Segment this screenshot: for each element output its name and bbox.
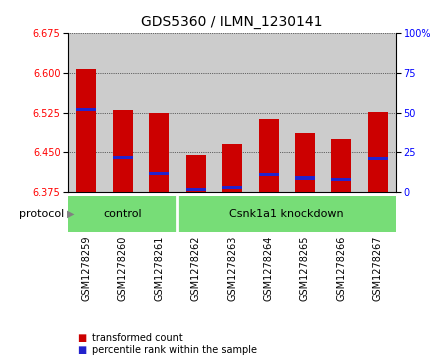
- Bar: [295, 133, 315, 192]
- Bar: [68, 33, 105, 192]
- Bar: [214, 33, 250, 192]
- Text: control: control: [103, 209, 142, 219]
- Bar: [295, 176, 315, 180]
- Text: GSM1278265: GSM1278265: [300, 235, 310, 301]
- Bar: [323, 33, 359, 192]
- Bar: [287, 33, 323, 192]
- Bar: [77, 69, 96, 192]
- Text: ▶: ▶: [67, 209, 75, 219]
- Text: protocol: protocol: [18, 209, 64, 219]
- Text: transformed count: transformed count: [92, 333, 183, 343]
- Text: GSM1278263: GSM1278263: [227, 235, 237, 301]
- Bar: [222, 186, 242, 189]
- Bar: [177, 196, 396, 232]
- Bar: [186, 188, 205, 191]
- Text: GSM1278266: GSM1278266: [336, 235, 346, 301]
- Bar: [250, 33, 287, 192]
- Text: GSM1278262: GSM1278262: [191, 235, 201, 301]
- Bar: [77, 108, 96, 111]
- Bar: [259, 119, 279, 192]
- Bar: [149, 172, 169, 175]
- Bar: [141, 33, 177, 192]
- Text: ■: ■: [77, 333, 86, 343]
- Bar: [222, 144, 242, 192]
- Text: Csnk1a1 knockdown: Csnk1a1 knockdown: [229, 209, 344, 219]
- Text: GSM1278260: GSM1278260: [118, 235, 128, 301]
- Text: percentile rank within the sample: percentile rank within the sample: [92, 345, 257, 355]
- Text: GSM1278267: GSM1278267: [373, 235, 383, 301]
- Bar: [259, 173, 279, 176]
- Bar: [186, 155, 205, 192]
- Bar: [68, 196, 177, 232]
- Bar: [113, 156, 133, 159]
- Text: ■: ■: [77, 345, 86, 355]
- Text: GSM1278259: GSM1278259: [81, 235, 92, 301]
- Bar: [359, 33, 396, 192]
- Bar: [331, 139, 352, 192]
- Text: GSM1278264: GSM1278264: [264, 235, 274, 301]
- Title: GDS5360 / ILMN_1230141: GDS5360 / ILMN_1230141: [141, 15, 323, 29]
- Bar: [177, 33, 214, 192]
- Bar: [368, 157, 388, 160]
- Bar: [105, 33, 141, 192]
- Bar: [331, 178, 352, 181]
- Bar: [113, 110, 133, 192]
- Bar: [149, 113, 169, 192]
- Text: GSM1278261: GSM1278261: [154, 235, 164, 301]
- Bar: [368, 112, 388, 192]
